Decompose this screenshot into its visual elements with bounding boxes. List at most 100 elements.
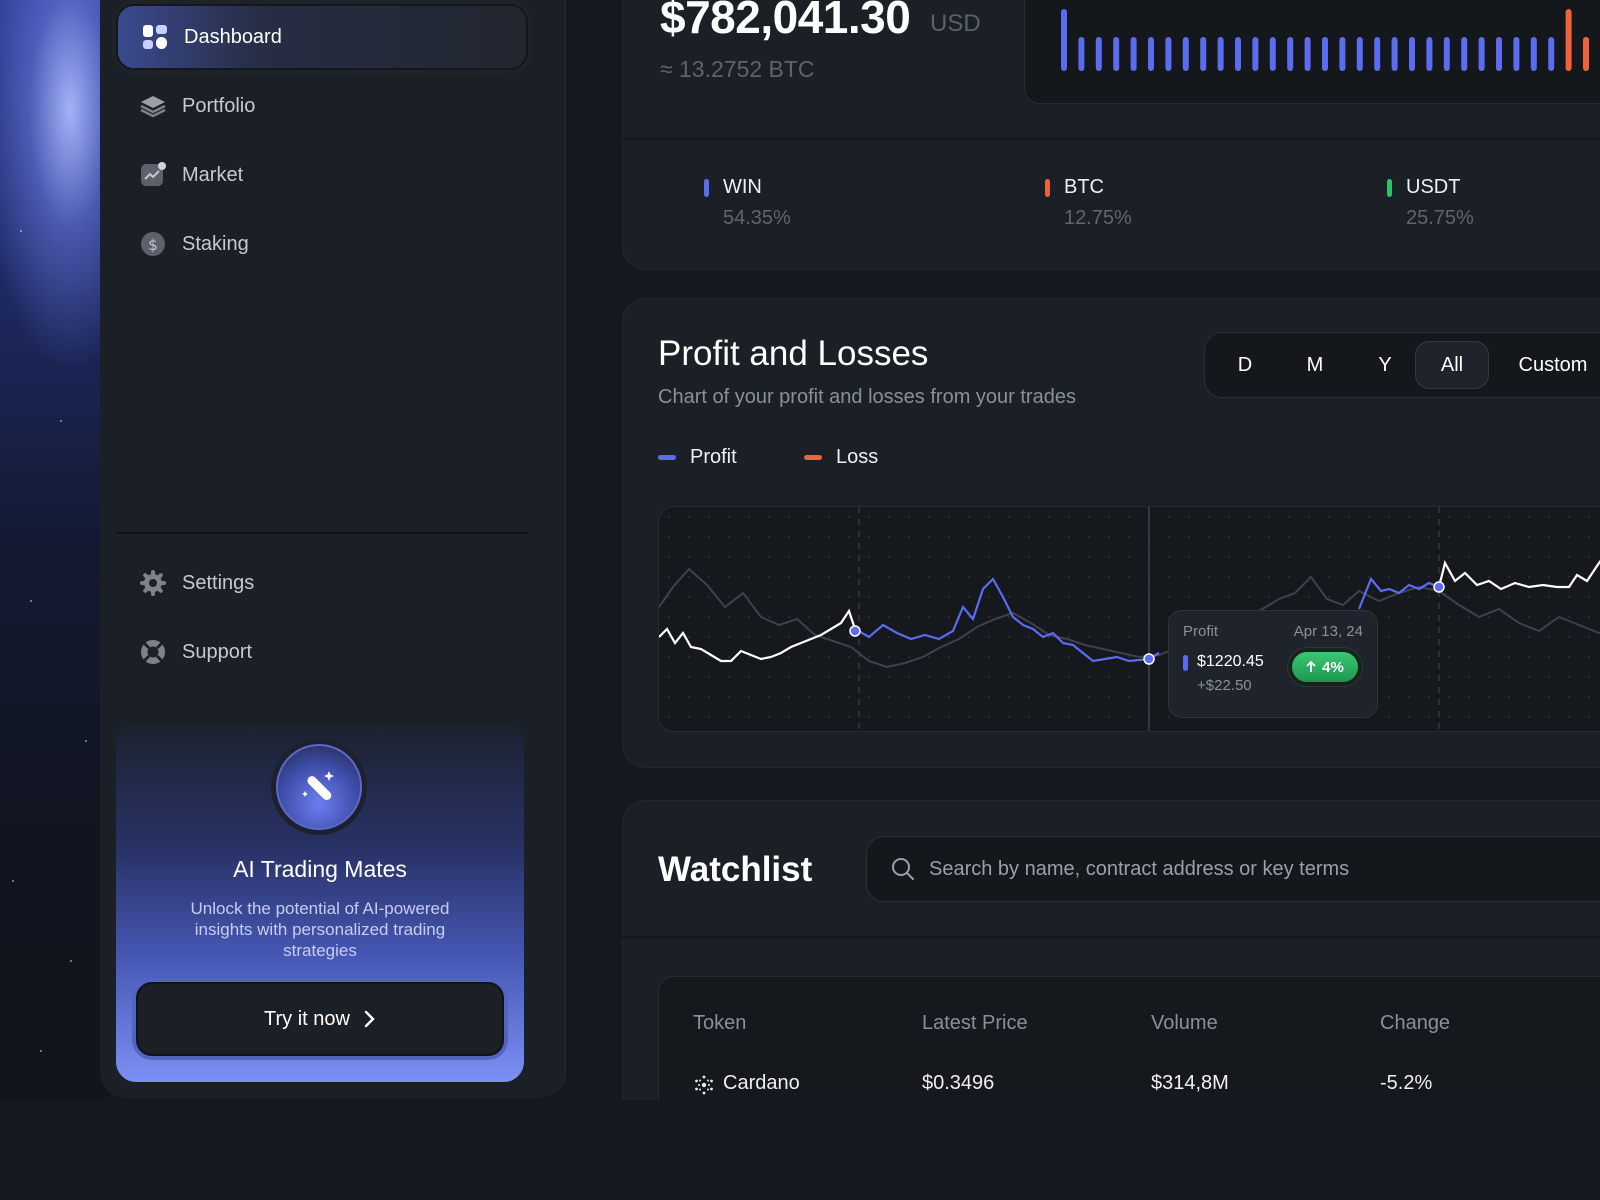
allocation-bar bbox=[1095, 37, 1102, 71]
search-input[interactable] bbox=[929, 857, 1600, 881]
chart-point-selected[interactable] bbox=[1143, 653, 1155, 665]
legend-swatch bbox=[804, 455, 822, 460]
button-label: Try it now bbox=[264, 1007, 350, 1030]
column-header-change[interactable]: Change bbox=[1380, 1012, 1451, 1034]
sidebar-item-settings[interactable]: Settings bbox=[116, 550, 528, 616]
range-m-button[interactable]: M bbox=[1306, 353, 1324, 376]
dollar-icon: $ bbox=[140, 231, 166, 257]
allocation-bar bbox=[1200, 37, 1207, 71]
star bbox=[60, 420, 62, 422]
allocation-percent: 12.75% bbox=[1064, 207, 1132, 229]
tooltip-label: Profit bbox=[1183, 623, 1219, 640]
tooltip-value: $1220.45 bbox=[1197, 653, 1264, 670]
lifebuoy-icon bbox=[140, 639, 166, 665]
sidebar-item-label: Settings bbox=[182, 571, 255, 594]
allocation-bar bbox=[1548, 37, 1555, 71]
tooltip-marker bbox=[1183, 655, 1188, 671]
balance-amount: $782,041.30 bbox=[660, 0, 911, 43]
profit-series-line bbox=[659, 608, 857, 663]
allocation-bar bbox=[1565, 9, 1572, 71]
allocation-usdt: USDT 25.75% bbox=[1387, 176, 1474, 230]
search-icon bbox=[892, 858, 914, 880]
sidebar-item-label: Dashboard bbox=[184, 25, 282, 48]
legend-loss: Loss bbox=[804, 446, 878, 469]
tooltip-delta: +$22.50 bbox=[1197, 677, 1252, 694]
sidebar: Dashboard Portfolio Market $ Staking Set… bbox=[100, 0, 566, 1098]
gear-icon bbox=[140, 570, 166, 596]
allocation-bar bbox=[1426, 37, 1433, 71]
sidebar-item-market[interactable]: Market bbox=[116, 142, 528, 208]
profit-series-line bbox=[854, 577, 1160, 663]
token-volume: $314,8M bbox=[1151, 1072, 1229, 1094]
sidebar-item-staking[interactable]: $ Staking bbox=[116, 211, 528, 277]
tooltip-change-badge: 4% bbox=[1287, 647, 1363, 687]
allocation-bar bbox=[1443, 37, 1450, 71]
allocation-bars bbox=[1024, 0, 1600, 104]
star bbox=[85, 740, 87, 742]
chart-point[interactable] bbox=[1433, 581, 1445, 593]
allocation-bar bbox=[1374, 37, 1381, 71]
range-all-button[interactable]: All bbox=[1415, 341, 1489, 389]
balance-currency: USD bbox=[930, 10, 981, 37]
allocation-bar bbox=[1287, 37, 1294, 71]
magic-wand-icon bbox=[276, 744, 362, 830]
chart-icon bbox=[140, 162, 166, 188]
star bbox=[70, 960, 72, 962]
allocation-bar bbox=[1130, 37, 1137, 71]
allocation-bar bbox=[1217, 37, 1224, 71]
promo-title: AI Trading Mates bbox=[233, 856, 407, 882]
column-header-token[interactable]: Token bbox=[693, 1012, 747, 1034]
pnl-chart[interactable] bbox=[658, 506, 1600, 732]
range-custom-button[interactable]: Custom bbox=[1518, 353, 1588, 376]
range-selector: D M Y All Custom bbox=[1204, 332, 1600, 398]
sidebar-item-portfolio[interactable]: Portfolio bbox=[116, 73, 528, 139]
usdt-marker bbox=[1387, 179, 1392, 197]
balance-divider bbox=[622, 138, 1600, 140]
ai-promo-card: AI Trading Mates Unlock the potential of… bbox=[116, 724, 524, 1082]
column-header-volume[interactable]: Volume bbox=[1151, 1012, 1218, 1034]
btc-marker bbox=[1045, 179, 1050, 197]
allocation-bar bbox=[1356, 37, 1363, 71]
star bbox=[30, 600, 32, 602]
allocation-bar bbox=[1235, 37, 1241, 71]
allocation-bar bbox=[1409, 37, 1415, 71]
legend-swatch bbox=[658, 455, 676, 460]
allocation-percent: 25.75% bbox=[1406, 207, 1474, 229]
allocation-bar bbox=[1252, 37, 1259, 71]
range-y-button[interactable]: Y bbox=[1378, 353, 1392, 376]
pnl-subtitle: Chart of your profit and losses from you… bbox=[658, 386, 1076, 408]
watchlist-title: Watchlist bbox=[658, 850, 813, 889]
star bbox=[12, 880, 14, 882]
profit-series-line bbox=[1437, 559, 1600, 591]
try-it-now-button[interactable]: Try it now bbox=[136, 982, 504, 1056]
layers-icon bbox=[140, 93, 166, 119]
allocation-bar bbox=[1061, 9, 1067, 71]
legend-label: Profit bbox=[690, 446, 737, 468]
column-header-price[interactable]: Latest Price bbox=[922, 1012, 1028, 1034]
allocation-name: WIN bbox=[723, 176, 762, 198]
allocation-bar bbox=[1182, 37, 1189, 71]
space-backdrop bbox=[0, 0, 110, 1200]
allocation-win: WIN 54.35% bbox=[704, 176, 791, 230]
range-d-button[interactable]: D bbox=[1237, 353, 1253, 376]
chart-point[interactable] bbox=[849, 625, 861, 637]
allocation-bar bbox=[1339, 37, 1346, 71]
balance-btc: ≈ 13.2752 BTC bbox=[660, 56, 815, 82]
watchlist-divider bbox=[622, 936, 1600, 938]
chart-gridlines bbox=[858, 507, 1440, 731]
allocation-bar bbox=[1148, 37, 1154, 71]
page-bottom-band bbox=[0, 1100, 1600, 1200]
loss-series-line bbox=[659, 567, 1600, 669]
sidebar-divider bbox=[116, 532, 528, 534]
allocation-bar bbox=[1269, 37, 1276, 71]
sidebar-item-label: Support bbox=[182, 640, 253, 663]
sidebar-item-dashboard[interactable]: Dashboard bbox=[116, 4, 528, 70]
token-price: $0.3496 bbox=[922, 1072, 995, 1094]
star bbox=[40, 1050, 42, 1052]
sidebar-item-support[interactable]: Support bbox=[116, 619, 528, 685]
grid-icon bbox=[142, 24, 168, 50]
allocation-bar bbox=[1513, 37, 1520, 71]
promo-description: Unlock the potential of AI-powered insig… bbox=[190, 899, 450, 960]
svg-text:$: $ bbox=[148, 236, 158, 254]
allocation-bar bbox=[1496, 37, 1502, 71]
